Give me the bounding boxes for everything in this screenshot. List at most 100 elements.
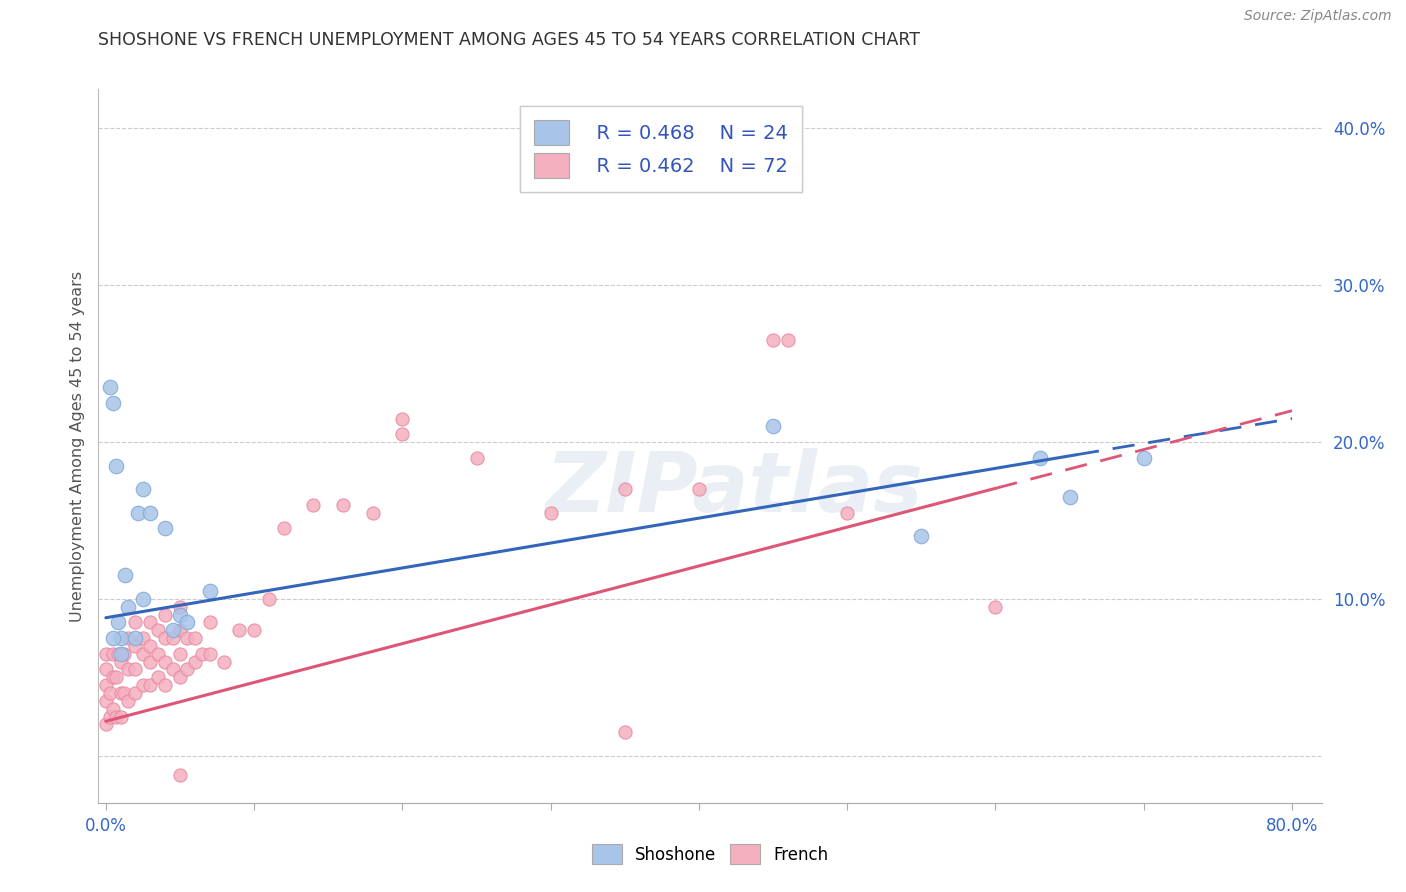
- Point: [169, 647, 191, 661]
- Text: ZIPatlas: ZIPatlas: [546, 449, 924, 529]
- Point: [391, 427, 413, 442]
- Point: [94, 663, 117, 677]
- Point: [105, 670, 128, 684]
- Point: [107, 615, 129, 630]
- Point: [103, 396, 125, 410]
- Point: [117, 631, 139, 645]
- Point: [110, 655, 132, 669]
- Point: [117, 694, 139, 708]
- Point: [613, 482, 636, 496]
- Point: [465, 450, 488, 465]
- Point: [94, 694, 117, 708]
- Point: [98, 686, 121, 700]
- Point: [146, 647, 169, 661]
- Point: [613, 725, 636, 739]
- Point: [214, 655, 236, 669]
- Point: [124, 631, 146, 645]
- Point: [98, 709, 121, 723]
- Point: [105, 458, 128, 473]
- Point: [198, 615, 221, 630]
- Point: [273, 521, 295, 535]
- Point: [302, 498, 325, 512]
- Legend:   R = 0.468    N = 24,   R = 0.462    N = 72: R = 0.468 N = 24, R = 0.462 N = 72: [520, 106, 801, 192]
- Point: [540, 506, 562, 520]
- Point: [984, 599, 1007, 614]
- Point: [153, 521, 176, 535]
- Point: [103, 670, 125, 684]
- Point: [169, 767, 191, 781]
- Point: [139, 655, 162, 669]
- Point: [153, 678, 176, 692]
- Point: [112, 647, 135, 661]
- Point: [361, 506, 384, 520]
- Point: [162, 663, 184, 677]
- Y-axis label: Unemployment Among Ages 45 to 54 years: Unemployment Among Ages 45 to 54 years: [69, 270, 84, 622]
- Point: [169, 599, 191, 614]
- Point: [169, 607, 191, 622]
- Point: [162, 631, 184, 645]
- Point: [1059, 490, 1081, 504]
- Point: [94, 717, 117, 731]
- Legend: Shoshone, French: Shoshone, French: [585, 838, 835, 871]
- Point: [132, 482, 155, 496]
- Point: [132, 591, 155, 606]
- Point: [776, 333, 799, 347]
- Point: [94, 678, 117, 692]
- Point: [910, 529, 932, 543]
- Point: [1029, 450, 1052, 465]
- Point: [176, 631, 198, 645]
- Point: [198, 647, 221, 661]
- Point: [837, 506, 859, 520]
- Point: [228, 624, 250, 638]
- Point: [94, 647, 117, 661]
- Point: [184, 655, 207, 669]
- Point: [117, 599, 139, 614]
- Point: [110, 647, 132, 661]
- Point: [391, 411, 413, 425]
- Point: [110, 709, 132, 723]
- Point: [110, 686, 132, 700]
- Point: [184, 631, 207, 645]
- Text: SHOSHONE VS FRENCH UNEMPLOYMENT AMONG AGES 45 TO 54 YEARS CORRELATION CHART: SHOSHONE VS FRENCH UNEMPLOYMENT AMONG AG…: [98, 31, 921, 49]
- Point: [117, 663, 139, 677]
- Point: [191, 647, 214, 661]
- Point: [132, 678, 155, 692]
- Point: [153, 655, 176, 669]
- Point: [153, 631, 176, 645]
- Point: [103, 631, 125, 645]
- Point: [124, 639, 146, 653]
- Point: [169, 624, 191, 638]
- Point: [762, 333, 785, 347]
- Point: [176, 663, 198, 677]
- Point: [153, 607, 176, 622]
- Point: [139, 615, 162, 630]
- Point: [1132, 450, 1154, 465]
- Point: [198, 584, 221, 599]
- Point: [124, 615, 146, 630]
- Point: [257, 591, 280, 606]
- Point: [139, 506, 162, 520]
- Text: Source: ZipAtlas.com: Source: ZipAtlas.com: [1244, 9, 1392, 23]
- Point: [176, 615, 198, 630]
- Point: [243, 624, 266, 638]
- Point: [146, 670, 169, 684]
- Point: [169, 670, 191, 684]
- Point: [139, 678, 162, 692]
- Point: [105, 709, 128, 723]
- Point: [124, 686, 146, 700]
- Point: [139, 639, 162, 653]
- Point: [103, 702, 125, 716]
- Point: [688, 482, 710, 496]
- Point: [127, 506, 149, 520]
- Point: [332, 498, 354, 512]
- Point: [132, 631, 155, 645]
- Point: [124, 663, 146, 677]
- Point: [110, 631, 132, 645]
- Point: [112, 686, 135, 700]
- Point: [162, 624, 184, 638]
- Point: [762, 419, 785, 434]
- Point: [107, 647, 129, 661]
- Point: [98, 380, 121, 394]
- Point: [132, 647, 155, 661]
- Point: [146, 624, 169, 638]
